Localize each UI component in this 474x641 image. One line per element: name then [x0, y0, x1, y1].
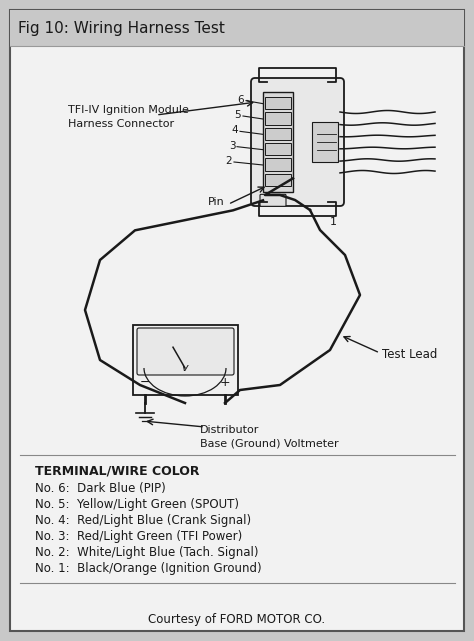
Text: 1: 1 — [330, 217, 337, 227]
Text: Courtesy of FORD MOTOR CO.: Courtesy of FORD MOTOR CO. — [148, 613, 326, 626]
Text: No. 6:  Dark Blue (PIP): No. 6: Dark Blue (PIP) — [35, 482, 166, 495]
Text: No. 3:  Red/Light Green (TFI Power): No. 3: Red/Light Green (TFI Power) — [35, 530, 242, 543]
Text: 5: 5 — [235, 110, 241, 120]
FancyBboxPatch shape — [265, 97, 291, 110]
Text: No. 2:  White/Light Blue (Tach. Signal): No. 2: White/Light Blue (Tach. Signal) — [35, 546, 258, 559]
FancyBboxPatch shape — [265, 128, 291, 140]
Text: 6: 6 — [237, 95, 244, 104]
Text: 4: 4 — [232, 126, 238, 135]
FancyBboxPatch shape — [265, 158, 291, 171]
FancyBboxPatch shape — [260, 194, 286, 206]
FancyBboxPatch shape — [137, 328, 234, 375]
Text: +: + — [219, 376, 230, 388]
FancyBboxPatch shape — [10, 10, 464, 46]
Text: −: − — [140, 376, 150, 388]
FancyBboxPatch shape — [265, 174, 291, 186]
Text: Test Lead: Test Lead — [382, 349, 438, 362]
Text: Distributor
Base (Ground) Voltmeter: Distributor Base (Ground) Voltmeter — [200, 425, 338, 448]
FancyBboxPatch shape — [251, 78, 344, 206]
Text: 2: 2 — [226, 156, 232, 166]
Text: TERMINAL/WIRE COLOR: TERMINAL/WIRE COLOR — [35, 465, 200, 478]
Text: 3: 3 — [228, 140, 235, 151]
Text: No. 1:  Black/Orange (Ignition Ground): No. 1: Black/Orange (Ignition Ground) — [35, 562, 262, 575]
Text: No. 4:  Red/Light Blue (Crank Signal): No. 4: Red/Light Blue (Crank Signal) — [35, 514, 251, 527]
Text: Pin: Pin — [208, 197, 225, 207]
FancyBboxPatch shape — [133, 325, 238, 395]
Text: No. 5:  Yellow/Light Green (SPOUT): No. 5: Yellow/Light Green (SPOUT) — [35, 498, 239, 511]
Text: v: v — [182, 363, 188, 373]
FancyBboxPatch shape — [265, 112, 291, 124]
FancyBboxPatch shape — [263, 92, 293, 192]
FancyBboxPatch shape — [10, 10, 464, 631]
FancyBboxPatch shape — [312, 122, 338, 162]
Text: TFI-IV Ignition Module
Harness Connector: TFI-IV Ignition Module Harness Connector — [68, 105, 189, 129]
Text: Fig 10: Wiring Harness Test: Fig 10: Wiring Harness Test — [18, 22, 225, 37]
FancyBboxPatch shape — [265, 143, 291, 155]
